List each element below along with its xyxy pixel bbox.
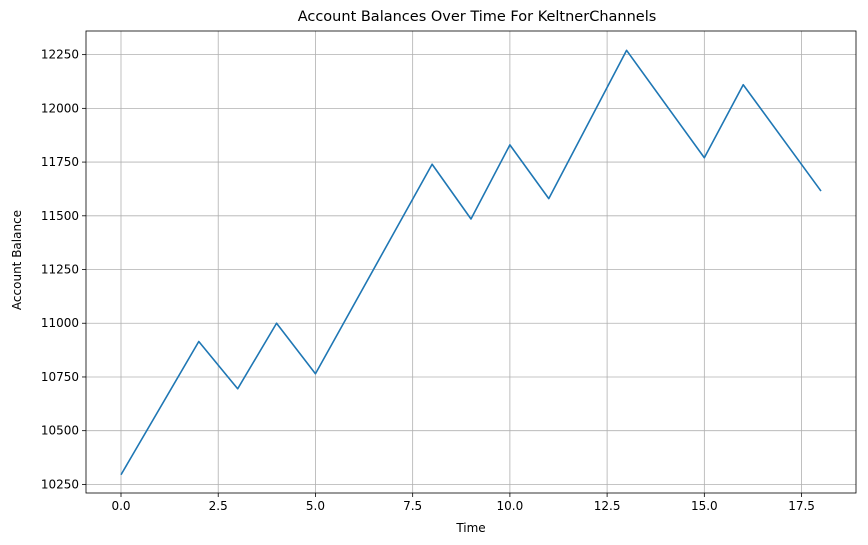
y-tick-label: 11750 — [41, 155, 79, 169]
x-tick-label: 5.0 — [306, 499, 325, 513]
x-tick-label: 2.5 — [209, 499, 228, 513]
y-tick-label: 11250 — [41, 263, 79, 277]
x-tick-label: 10.0 — [497, 499, 524, 513]
x-tick-label: 12.5 — [594, 499, 621, 513]
y-tick-label: 11500 — [41, 209, 79, 223]
series-layer — [120, 49, 822, 476]
y-tick-label: 10750 — [41, 370, 79, 384]
x-tick-label: 7.5 — [403, 499, 422, 513]
y-axis-label: Account Balance — [10, 210, 24, 310]
x-axis-label: Time — [455, 521, 485, 535]
x-tick-label: 17.5 — [788, 499, 815, 513]
x-tick-label: 0.0 — [111, 499, 130, 513]
y-tick-label: 10250 — [41, 477, 79, 491]
y-tick-label: 12000 — [41, 101, 79, 115]
x-tick-label: 15.0 — [691, 499, 718, 513]
y-tick-label: 12250 — [41, 48, 79, 62]
series-line-0 — [120, 49, 822, 476]
x-axis-ticks: 0.0 2.5 5.0 7.5 10.0 12.5 15.0 17.5 — [111, 493, 815, 513]
plot-frame — [85, 30, 857, 494]
y-tick-label: 11000 — [41, 316, 79, 330]
chart-title: Account Balances Over Time For KeltnerCh… — [298, 9, 657, 25]
y-tick-label: 10500 — [41, 424, 79, 438]
grid-lines — [86, 31, 856, 493]
y-axis-ticks: 10250 10500 10750 11000 11250 11500 11750 12000… — [41, 48, 86, 491]
